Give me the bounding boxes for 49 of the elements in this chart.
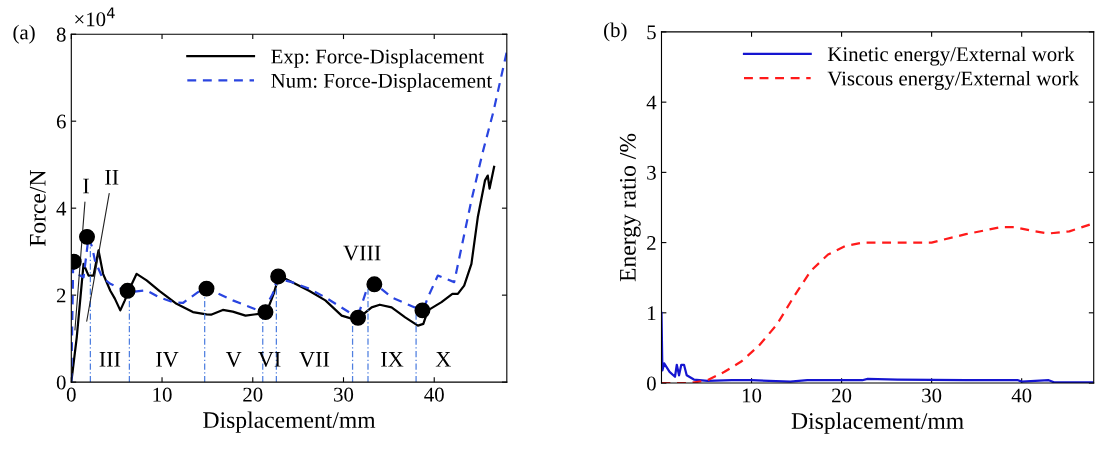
x-tick-label: 30 — [922, 388, 942, 403]
annotation: IV — [156, 352, 179, 367]
point — [414, 302, 431, 319]
legend-label: Exp: Force-Displacement — [271, 48, 484, 68]
y-tick-label: 4 — [56, 201, 67, 216]
x-tick-label: 30 — [334, 387, 354, 402]
annotation: II — [105, 170, 119, 185]
x-axis-title: Displacement/mm — [203, 411, 376, 433]
x-tick-label: 20 — [243, 387, 263, 402]
annotation: III — [99, 352, 121, 367]
annotation: V — [225, 352, 242, 367]
annotation: IX — [381, 352, 404, 367]
y-tick-label: 4 — [646, 95, 657, 110]
y-tick-label: 5 — [647, 25, 656, 40]
x-axis-title: Displacement/mm — [791, 412, 964, 434]
y-tick-label: 2 — [647, 236, 656, 250]
point — [119, 282, 136, 299]
x-tick-label: 0 — [66, 387, 76, 402]
x-tick-label: 10 — [153, 387, 172, 402]
annotation: VII — [299, 352, 330, 367]
y-tick-label: 2 — [56, 288, 66, 303]
point — [350, 309, 366, 326]
y-axis-title: Force/N — [29, 170, 46, 247]
y-tick-label: 3 — [647, 165, 656, 180]
y-tick-label: 6 — [56, 114, 66, 129]
point — [79, 228, 95, 245]
legend-label: Viscous energy/External work — [827, 70, 1080, 90]
y-tick-label: 0 — [56, 375, 66, 390]
x-tick-label: 40 — [1011, 388, 1032, 403]
annotation: X — [435, 352, 451, 367]
point — [366, 276, 383, 293]
legend-label: Num: Force-Displacement — [271, 73, 493, 93]
annotation: VI — [258, 352, 281, 367]
x-tick-label: 20 — [832, 388, 852, 403]
point — [257, 304, 274, 321]
annotation: I — [83, 178, 89, 194]
y-tick-label: 8 — [56, 27, 66, 42]
y-tick-label: 0 — [647, 376, 656, 391]
x-tick-label: 10 — [742, 388, 762, 403]
x-tick-label: 40 — [424, 387, 444, 402]
text: ×10$^{4}$ — [75, 7, 115, 27]
point — [270, 268, 287, 285]
text: (b) — [604, 22, 627, 42]
y-axis-title: Energy ratio /% — [619, 133, 641, 282]
legend-label: Kinetic energy/External work — [827, 46, 1075, 66]
point — [198, 280, 215, 297]
y-tick-label: 1 — [648, 306, 656, 321]
annotation: VIII — [343, 245, 381, 261]
text: (a) — [13, 24, 35, 44]
